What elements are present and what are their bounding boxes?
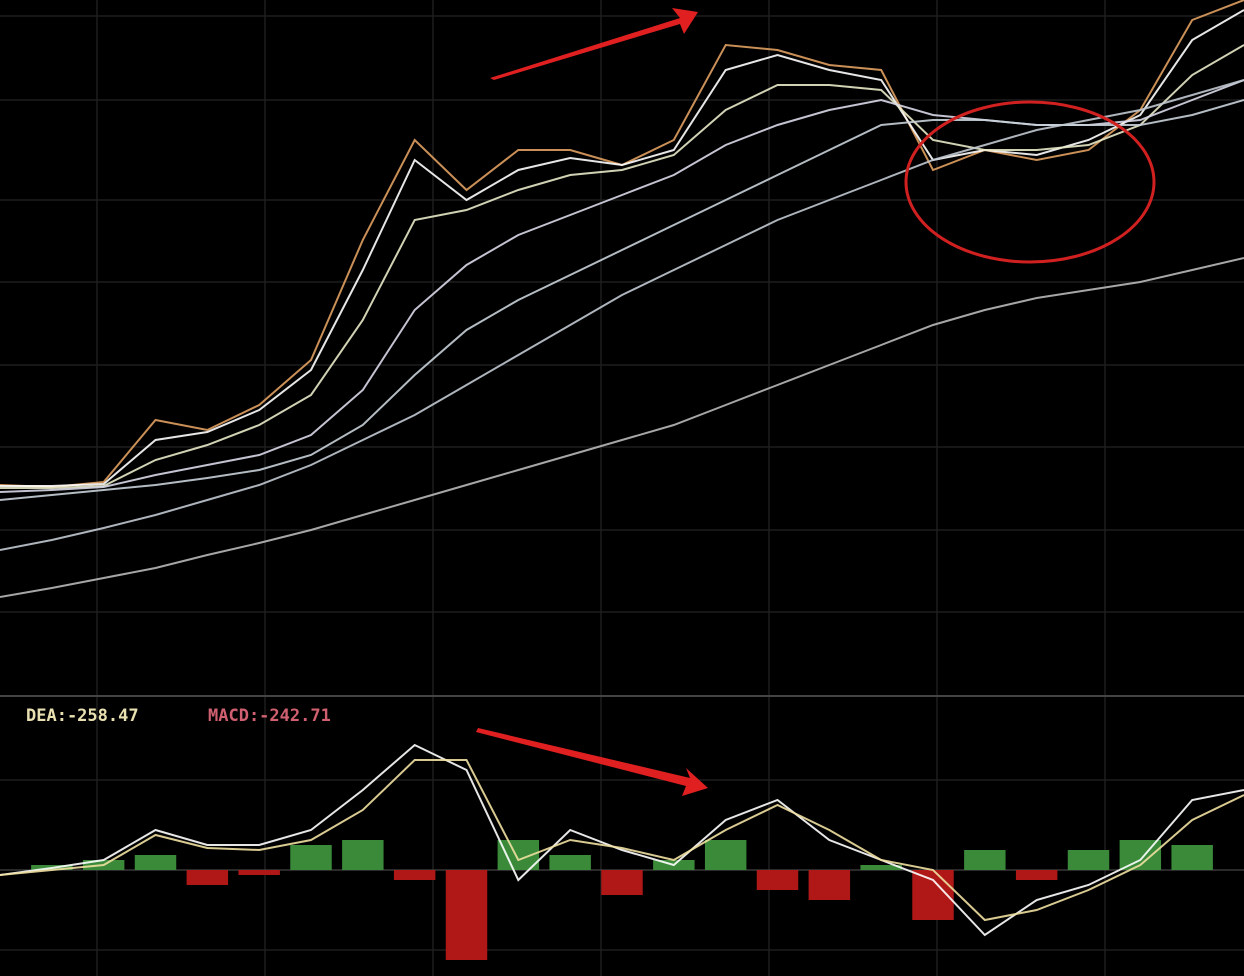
histogram-bar	[808, 870, 851, 900]
histogram-bar	[342, 840, 384, 870]
histogram-bar	[964, 850, 1006, 870]
histogram-bar	[601, 870, 643, 895]
histogram-bar	[1015, 870, 1058, 880]
line-series	[0, 99, 1244, 501]
histogram-bar	[445, 870, 488, 960]
histogram-bar	[290, 845, 332, 870]
histogram-bar	[860, 865, 902, 870]
line-series	[0, 44, 1244, 489]
histogram-bar	[186, 870, 229, 885]
histogram-bar	[393, 870, 436, 880]
annotations	[476, 8, 1156, 796]
dea-label: DEA:-258.47	[26, 706, 139, 726]
histogram-bar	[1171, 845, 1213, 870]
highlight-circle	[904, 100, 1156, 264]
histogram-bar	[1067, 850, 1110, 870]
macd-label: MACD:-242.71	[208, 706, 331, 726]
arrow-down	[476, 728, 708, 796]
line-series	[0, 759, 1244, 922]
histogram-bar	[756, 870, 799, 890]
line-series	[0, 257, 1244, 598]
arrow-up	[490, 8, 698, 80]
line-series	[0, 743, 1244, 937]
histogram-bar	[549, 855, 591, 870]
histogram-bar	[134, 855, 177, 870]
histogram-bar	[704, 840, 747, 870]
line-series	[0, 79, 1244, 493]
line-series	[0, 79, 1244, 551]
line-series	[0, 0, 1244, 489]
histogram-bar	[238, 870, 280, 875]
line-series	[0, 9, 1244, 487]
